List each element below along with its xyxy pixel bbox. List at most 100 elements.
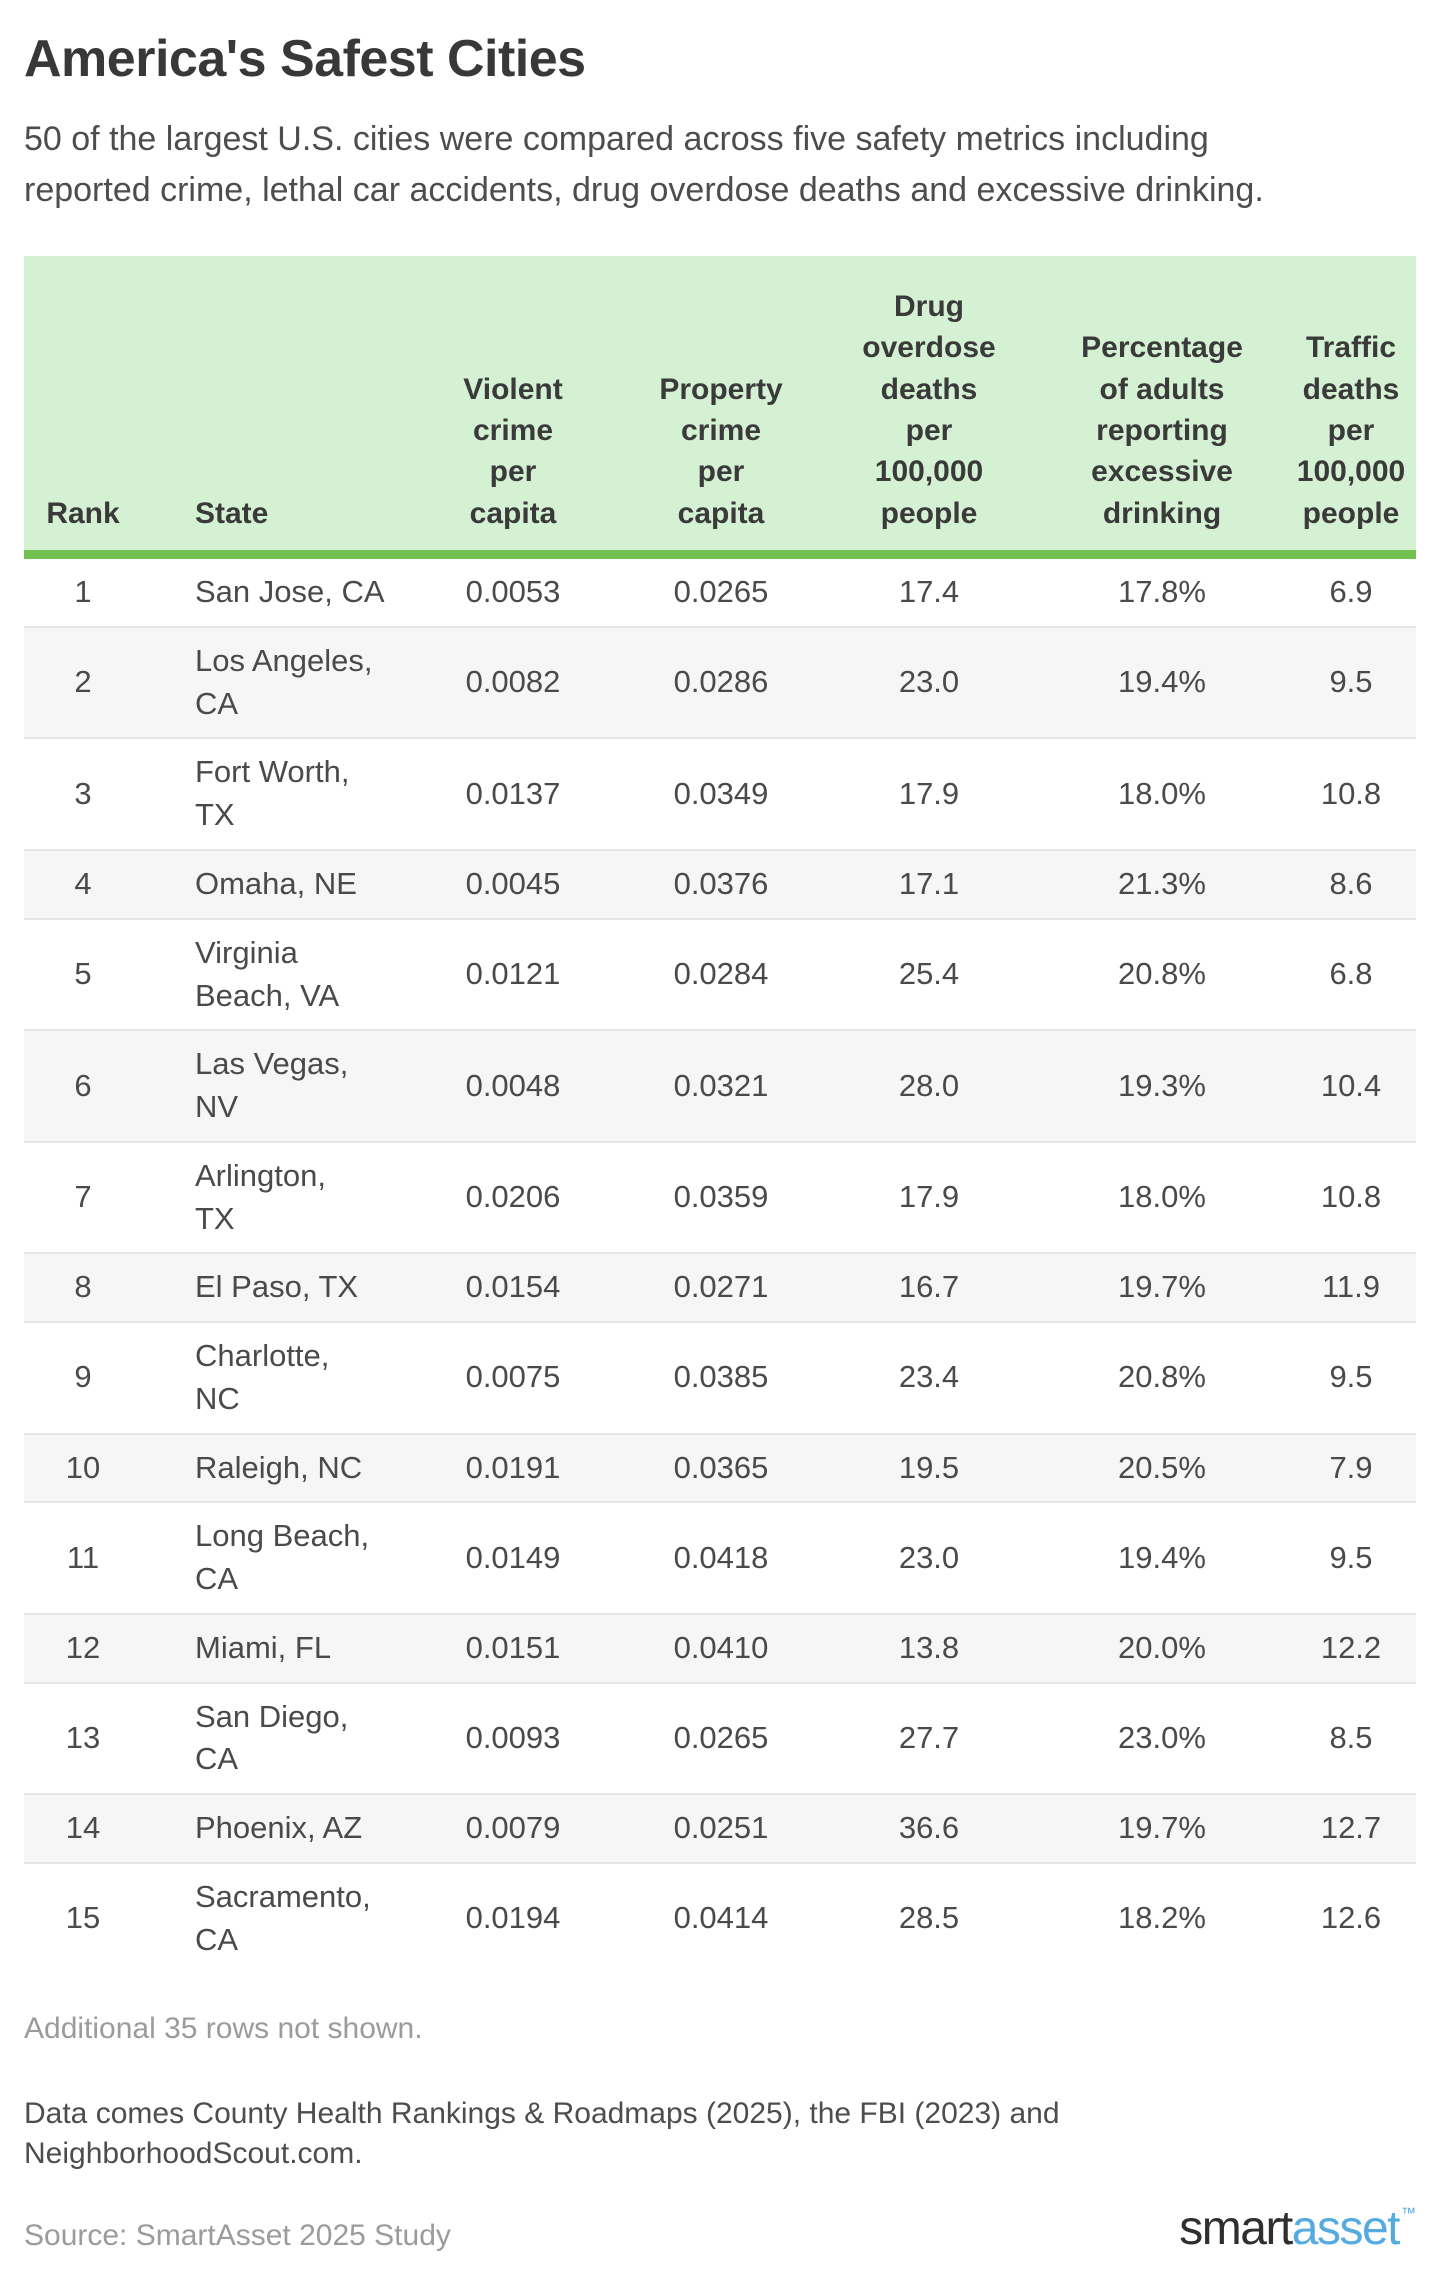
cell-rank: 2 — [24, 625, 142, 739]
cell-rank: 3 — [24, 737, 142, 850]
cell-rank: 9 — [24, 1321, 142, 1434]
cell-excessive-drinking: 20.8% — [1038, 917, 1286, 1031]
table-row: 8 El Paso, TX 0.0154 0.0271 16.7 19.7% 1… — [24, 1252, 1416, 1323]
cell-property-crime: 0.0365 — [622, 1432, 820, 1503]
cell-state: El Paso, TX — [142, 1252, 404, 1323]
cell-state: Virginia Beach, VA — [142, 917, 404, 1031]
cell-rank: 13 — [24, 1681, 142, 1795]
table-row: 15 Sacramento, CA 0.0194 0.0414 28.5 18.… — [24, 1861, 1416, 1974]
cell-traffic-deaths: 11.9 — [1286, 1252, 1416, 1323]
footer: Source: SmartAsset 2025 Study smartasset… — [24, 2201, 1416, 2255]
cell-violent-crime: 0.0053 — [465, 574, 561, 610]
cell-excessive-drinking: 18.0% — [1038, 1140, 1286, 1254]
logo-smart-text: smart — [1179, 2201, 1293, 2255]
cell-excessive-drinking: 17.8% — [1118, 574, 1206, 610]
column-header-state: State — [142, 255, 404, 560]
source-note: Source: SmartAsset 2025 Study — [24, 2218, 451, 2252]
cell-traffic-deaths: 7.9 — [1286, 1432, 1416, 1503]
column-header-violent-crime: Violent crime per capita — [404, 255, 622, 560]
cell-state: Sacramento, CA — [142, 1861, 404, 1974]
table-row: 6 Las Vegas, NV 0.0048 0.0321 28.0 19.3%… — [24, 1029, 1416, 1142]
column-header-overdose-deaths: Drug overdose deaths per 100,000 people — [820, 255, 1038, 560]
cell-overdose-deaths: 13.8 — [820, 1612, 1038, 1683]
table-row: 1 San Jose, CA 0.0053 0.0265 17.4 17.8% … — [24, 555, 1416, 627]
cell-rank: 11 — [24, 1501, 142, 1614]
cell-overdose-deaths: 23.0 — [820, 1501, 1038, 1614]
cell-overdose-deaths: 17.4 — [898, 574, 960, 610]
safest-cities-table: Rank State Violent crime per capita Prop… — [24, 255, 1416, 1974]
cell-state: Arlington, TX — [142, 1140, 404, 1254]
table-row: 11 Long Beach, CA 0.0149 0.0418 23.0 19.… — [24, 1501, 1416, 1614]
cell-overdose-deaths: 19.5 — [820, 1432, 1038, 1503]
cell-rank: 15 — [24, 1861, 142, 1974]
cell-violent-crime: 0.0093 — [404, 1681, 622, 1795]
smartasset-logo: smartasset ™ — [1179, 2201, 1416, 2255]
cell-traffic-deaths: 9.5 — [1286, 625, 1416, 739]
cell-property-crime: 0.0385 — [622, 1321, 820, 1434]
cell-state: Charlotte, NC — [142, 1321, 404, 1434]
cell-property-crime: 0.0265 — [673, 574, 769, 610]
cell-rank: 10 — [24, 1432, 142, 1503]
cell-violent-crime: 0.0206 — [404, 1140, 622, 1254]
cell-violent-crime: 0.0075 — [404, 1321, 622, 1434]
column-header-traffic-deaths: Traffic deaths per 100,000 people — [1286, 255, 1416, 560]
column-header-rank: Rank — [24, 255, 142, 560]
cell-rank: 8 — [24, 1252, 142, 1323]
cell-rank: 12 — [24, 1612, 142, 1683]
cell-excessive-drinking: 21.3% — [1038, 848, 1286, 919]
cell-traffic-deaths: 12.2 — [1286, 1612, 1416, 1683]
column-header-excessive-drinking: Percentage of adults reporting excessive… — [1038, 255, 1286, 560]
cell-violent-crime: 0.0045 — [404, 848, 622, 919]
logo-trademark: ™ — [1401, 2204, 1416, 2222]
cell-violent-crime: 0.0151 — [404, 1612, 622, 1683]
cell-overdose-deaths: 23.4 — [820, 1321, 1038, 1434]
cell-traffic-deaths: 10.8 — [1286, 1140, 1416, 1254]
cell-traffic-deaths: 10.4 — [1286, 1029, 1416, 1142]
cell-overdose-deaths: 17.9 — [820, 737, 1038, 850]
cell-state: San Jose, CA — [195, 574, 385, 610]
table-row: 7 Arlington, TX 0.0206 0.0359 17.9 18.0%… — [24, 1140, 1416, 1254]
cell-violent-crime: 0.0137 — [404, 737, 622, 850]
cell-excessive-drinking: 19.7% — [1038, 1252, 1286, 1323]
table-row: 2 Los Angeles, CA 0.0082 0.0286 23.0 19.… — [24, 625, 1416, 739]
cell-overdose-deaths: 28.5 — [820, 1861, 1038, 1974]
cell-violent-crime: 0.0149 — [404, 1501, 622, 1614]
cell-overdose-deaths: 23.0 — [820, 625, 1038, 739]
cell-excessive-drinking: 20.8% — [1038, 1321, 1286, 1434]
cell-overdose-deaths: 17.9 — [820, 1140, 1038, 1254]
page-title: America's Safest Cities — [24, 30, 586, 88]
cell-rank: 4 — [24, 848, 142, 919]
cell-property-crime: 0.0321 — [622, 1029, 820, 1142]
cell-overdose-deaths: 17.1 — [820, 848, 1038, 919]
cell-state: Fort Worth, TX — [142, 737, 404, 850]
cell-excessive-drinking: 18.2% — [1038, 1861, 1286, 1974]
table-row: 3 Fort Worth, TX 0.0137 0.0349 17.9 18.0… — [24, 737, 1416, 850]
page-subtitle: 50 of the largest U.S. cities were compa… — [24, 119, 1264, 209]
cell-violent-crime: 0.0082 — [404, 625, 622, 739]
cell-state: Raleigh, NC — [142, 1432, 404, 1503]
cell-state: Omaha, NE — [142, 848, 404, 919]
logo-asset-text: asset — [1291, 2201, 1401, 2255]
cell-rank: 7 — [24, 1140, 142, 1254]
table-row: 12 Miami, FL 0.0151 0.0410 13.8 20.0% 12… — [24, 1612, 1416, 1683]
cell-traffic-deaths: 9.5 — [1286, 1321, 1416, 1434]
cell-violent-crime: 0.0154 — [404, 1252, 622, 1323]
cell-property-crime: 0.0265 — [622, 1681, 820, 1795]
cell-property-crime: 0.0376 — [622, 848, 820, 919]
cell-overdose-deaths: 25.4 — [820, 917, 1038, 1031]
cell-state: Phoenix, AZ — [142, 1793, 404, 1863]
cell-property-crime: 0.0349 — [622, 737, 820, 850]
cell-excessive-drinking: 20.5% — [1038, 1432, 1286, 1503]
cell-traffic-deaths: 6.8 — [1286, 917, 1416, 1031]
cell-overdose-deaths: 28.0 — [820, 1029, 1038, 1142]
cell-violent-crime: 0.0079 — [404, 1793, 622, 1863]
cell-excessive-drinking: 19.3% — [1038, 1029, 1286, 1142]
cell-traffic-deaths: 12.6 — [1286, 1861, 1416, 1974]
cell-excessive-drinking: 19.4% — [1038, 625, 1286, 739]
cell-excessive-drinking: 19.4% — [1038, 1501, 1286, 1614]
cell-state: Miami, FL — [142, 1612, 404, 1683]
cell-state: San Diego, CA — [142, 1681, 404, 1795]
cell-property-crime: 0.0271 — [622, 1252, 820, 1323]
cell-violent-crime: 0.0191 — [404, 1432, 622, 1503]
cell-traffic-deaths: 8.5 — [1286, 1681, 1416, 1795]
